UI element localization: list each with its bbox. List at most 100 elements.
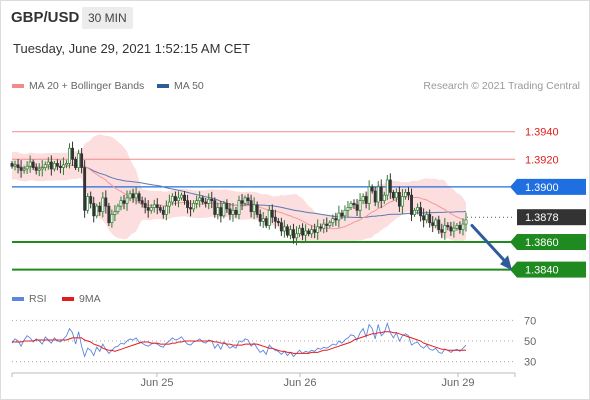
- candle-body: [240, 200, 244, 204]
- x-tick-label: Jun 26: [283, 377, 316, 389]
- candle-body: [204, 201, 208, 204]
- pivot-label-box: [517, 178, 586, 195]
- candle-body: [446, 225, 450, 228]
- candle-body: [358, 200, 362, 211]
- candle-body: [192, 203, 196, 210]
- candle-body: [55, 163, 59, 167]
- candle-body: [28, 161, 32, 167]
- candle-body: [379, 186, 383, 202]
- candle-body: [425, 214, 429, 221]
- candle-body: [173, 196, 177, 202]
- support-label-pointer: [510, 234, 517, 251]
- support-label-pointer: [510, 261, 517, 278]
- candle-body: [431, 222, 435, 226]
- rsi-swatch: [12, 297, 24, 302]
- candle-body: [89, 196, 93, 204]
- candle-body: [334, 218, 338, 221]
- forecast-arrow-shaft: [470, 223, 507, 263]
- candle-body: [131, 193, 135, 199]
- ma20-swatch: [12, 84, 24, 89]
- candle-body: [186, 200, 189, 208]
- candle-body: [419, 207, 423, 217]
- candle-body: [225, 203, 229, 210]
- candle-body: [195, 200, 199, 204]
- price-level-labels: 1.3940 1.3920 1.3900 1.3878 1.3860 1.3840: [510, 127, 586, 278]
- candle-body: [43, 164, 47, 168]
- candle-body: [282, 226, 286, 232]
- legend-ma50: MA 50: [157, 80, 204, 92]
- last-price-label-box: [517, 209, 586, 226]
- candle-body: [252, 204, 256, 213]
- candle-body: [228, 208, 232, 215]
- chart-header: GBP/USD 30 MIN: [0, 0, 590, 36]
- candle-body: [331, 218, 335, 224]
- forecast-arrow-head: [500, 255, 512, 271]
- candle-body: [458, 225, 462, 230]
- candle-body: [325, 223, 329, 226]
- candle-body: [267, 209, 271, 226]
- candle-body: [52, 163, 56, 170]
- candle-body: [110, 214, 114, 224]
- candle-body: [210, 198, 214, 202]
- ma20-label: MA 20 + Bollinger Bands: [29, 80, 145, 92]
- candle-body: [376, 186, 380, 203]
- candle-body: [170, 196, 174, 203]
- candle-body: [207, 198, 211, 204]
- candle-body: [276, 220, 280, 224]
- candle-body: [400, 196, 404, 207]
- candle-body: [343, 209, 347, 217]
- candle-body: [22, 168, 26, 171]
- x-axis: Jun 25 Jun 26 Jun 29: [11, 372, 516, 389]
- candle-body: [116, 205, 120, 213]
- timeframe-badge[interactable]: 30 MIN: [82, 7, 133, 29]
- candle-body: [152, 204, 156, 208]
- candle-body: [113, 211, 117, 215]
- candle-body: [16, 164, 20, 168]
- candle-body: [125, 197, 129, 204]
- candle-body: [322, 223, 326, 229]
- candle-body: [19, 167, 23, 171]
- candle-body: [213, 200, 217, 215]
- candle-body: [452, 227, 456, 232]
- candle-body: [319, 226, 323, 229]
- rsi-label: RSI: [29, 293, 47, 305]
- ma50-swatch: [157, 84, 169, 89]
- candle-body: [243, 197, 247, 204]
- candle-body: [65, 163, 68, 166]
- candle-body: [440, 229, 444, 233]
- candle-body: [270, 209, 274, 218]
- forecast-arrow-layer: [470, 223, 512, 271]
- candle-body: [237, 200, 241, 215]
- candle-body: [107, 205, 111, 224]
- candle-body: [349, 203, 353, 208]
- pivot-label-pointer: [510, 178, 517, 195]
- candle-body: [295, 233, 298, 239]
- candle-body: [416, 207, 420, 211]
- candle-body: [95, 205, 99, 217]
- candle-body: [74, 158, 78, 168]
- x-tick-label: Jun 25: [140, 377, 173, 389]
- support-label: 1.3840: [525, 265, 559, 277]
- rsi-panel: 70 50 30: [11, 315, 536, 369]
- resistance-label: 1.3940: [525, 127, 559, 139]
- candle-body: [119, 200, 123, 207]
- candle-body: [355, 204, 359, 211]
- candle-body: [216, 207, 220, 215]
- candle-body: [340, 212, 344, 217]
- candle-body: [301, 227, 305, 236]
- pivot-label: 1.3900: [525, 182, 559, 194]
- candle-body: [352, 203, 356, 206]
- candle-body: [298, 227, 301, 235]
- candle-body: [285, 226, 289, 236]
- pair-title: GBP/USD: [11, 9, 80, 26]
- candle-body: [261, 218, 265, 222]
- chart-datetime: Tuesday, June 29, 2021 1:52:15 AM CET: [13, 41, 251, 56]
- candle-body: [219, 207, 223, 217]
- candle-body: [255, 204, 259, 215]
- candle-body: [461, 223, 465, 230]
- candle-body: [155, 204, 159, 208]
- candle-body: [367, 186, 371, 204]
- candle-body: [83, 167, 87, 211]
- candle-body: [407, 192, 410, 196]
